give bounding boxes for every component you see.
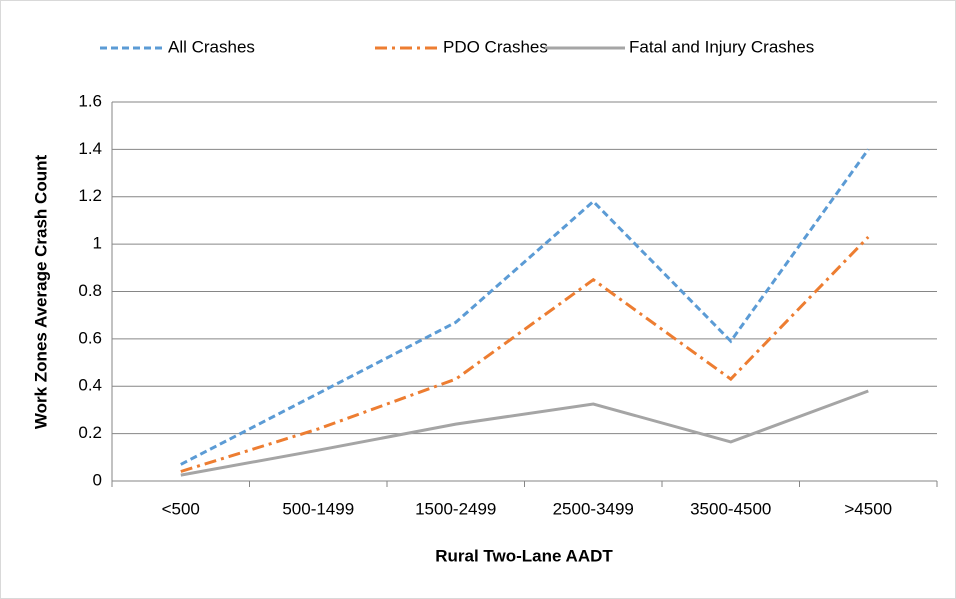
y-tick-label: 1.4 [78, 139, 102, 158]
x-tick-label: <500 [162, 499, 200, 518]
y-tick-label: 0.6 [78, 328, 102, 347]
x-axis-label: Rural Two-Lane AADT [435, 546, 613, 565]
x-tick-label: 3500-4500 [690, 499, 771, 518]
data-line [180, 148, 870, 466]
data-line [180, 235, 870, 473]
x-tick-label: 1500-2499 [415, 499, 496, 518]
legend-label: All Crashes [168, 37, 255, 56]
y-tick-label: 1 [93, 234, 102, 253]
y-tick-label: 1.2 [78, 186, 102, 205]
y-tick-label: 1.6 [78, 91, 102, 110]
legend-label: PDO Crashes [443, 37, 548, 56]
y-tick-label: 0.4 [78, 376, 102, 395]
data-line [180, 389, 869, 477]
y-tick-label: 0.2 [78, 423, 102, 442]
y-axis-label: Work Zones Average Crash Count [31, 155, 50, 430]
y-tick-label: 0.8 [78, 281, 102, 300]
legend-label: Fatal and Injury Crashes [629, 37, 814, 56]
x-tick-label: 2500-3499 [553, 499, 634, 518]
y-tick-label: 0 [93, 470, 102, 489]
x-tick-label: 500-1499 [282, 499, 354, 518]
x-tick-label: >4500 [844, 499, 892, 518]
